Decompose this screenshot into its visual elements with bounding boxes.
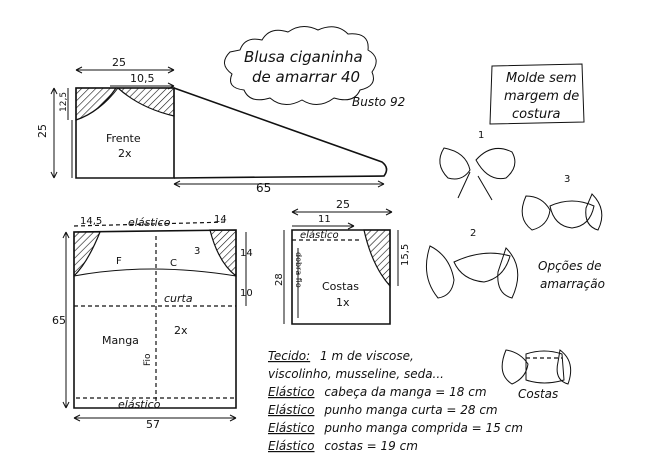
costas-label: Costas xyxy=(322,280,359,293)
frente-dim-left: 25 xyxy=(36,124,49,138)
material-row-5-key: Elástico xyxy=(268,421,315,435)
frente-dim-left-small: 12,5 xyxy=(59,92,69,112)
bust-label: Busto 92 xyxy=(352,95,405,109)
note-box: Molde sem margem de costura xyxy=(489,63,585,125)
manga-dim-top-left: 14,5 xyxy=(80,216,102,227)
costas-dim-top: 25 xyxy=(336,198,350,211)
material-row-6: Elástico costas = 19 cm xyxy=(268,439,418,453)
costas-sketch-caption: Costas xyxy=(518,387,558,401)
manga-dim-bottom: 57 xyxy=(146,418,160,431)
option-3-number: 3 xyxy=(564,174,570,185)
costas-piece: 25 11 elástico dobra fio Costas 1x 15,5 … xyxy=(274,198,411,325)
manga-dim-left: 65 xyxy=(52,314,66,327)
note-line3: costura xyxy=(512,107,561,122)
manga-label: Manga xyxy=(102,334,139,347)
title-cloud: Blusa ciganinha de amarrar 40 xyxy=(224,26,377,105)
manga-mark-3: 3 xyxy=(194,246,200,257)
option-1-number: 1 xyxy=(478,130,484,141)
frente-dim-top: 25 xyxy=(112,56,126,69)
options-caption-1: Opções de xyxy=(538,259,601,273)
frente-label: Frente xyxy=(106,132,141,145)
manga-mark-c: C xyxy=(170,258,177,269)
material-row-1-key: Tecido: xyxy=(268,349,310,363)
manga-dim-top-right: 14 xyxy=(214,214,227,225)
material-row-6-key: Elástico xyxy=(268,439,315,453)
material-row-3-value: cabeça da manga = 18 cm xyxy=(324,385,486,399)
manga-elastico-bottom: elástico xyxy=(118,398,161,411)
costas-dim-top-inner: 11 xyxy=(318,214,331,225)
frente-dim-tail: 65 xyxy=(256,181,271,195)
title-line1: Blusa ciganinha xyxy=(244,48,363,66)
manga-elastico-top: elástico xyxy=(128,216,171,229)
material-row-3: Elástico cabeça da manga = 18 cm xyxy=(268,385,487,399)
frente-qty: 2x xyxy=(118,147,132,160)
manga-fio: Fio xyxy=(143,353,153,366)
frente-piece: 25 10,5 12,5 25 Frente 2x 65 xyxy=(36,56,388,195)
manga-curta: curta xyxy=(164,292,193,305)
manga-qty: 2x xyxy=(174,324,188,337)
manga-mark-f: F xyxy=(116,256,122,267)
option-2-number: 2 xyxy=(470,228,476,239)
material-row-4-key: Elástico xyxy=(268,403,315,417)
materials-list: Tecido: 1 m de viscose, viscolinho, muss… xyxy=(268,349,523,453)
material-row-5-value: punho manga comprida = 15 cm xyxy=(323,421,523,435)
manga-piece: 14,5 elástico 14 3 F C curta Fio Manga 2… xyxy=(52,214,253,431)
costas-elastico: elástico xyxy=(300,229,339,241)
note-line1: Molde sem xyxy=(506,71,577,86)
material-row-4-value: punho manga curta = 28 cm xyxy=(323,403,497,417)
note-line2: margem de xyxy=(504,89,579,104)
material-row-2-value: viscolinho, musseline, seda... xyxy=(268,367,444,381)
material-row-6-value: costas = 19 cm xyxy=(324,439,418,453)
tie-option-2: 2 xyxy=(425,228,519,299)
costas-qty: 1x xyxy=(336,296,350,309)
options-caption-2: amarração xyxy=(540,277,605,291)
manga-dim-right-top: 14 xyxy=(240,248,253,259)
material-row-3-key: Elástico xyxy=(268,385,315,399)
material-row-4: Elástico punho manga curta = 28 cm xyxy=(268,403,498,417)
manga-dim-right-mid: 10 xyxy=(240,288,253,299)
material-row-5: Elástico punho manga comprida = 15 cm xyxy=(268,421,523,435)
material-row-2: viscolinho, musseline, seda... xyxy=(268,367,444,381)
costas-fio: dobra fio xyxy=(294,252,303,288)
tie-option-3: 3 xyxy=(521,174,603,231)
costas-dim-left: 28 xyxy=(274,273,285,286)
material-row-1: Tecido: 1 m de viscose, xyxy=(268,349,414,363)
costas-dim-right: 15,5 xyxy=(400,244,411,266)
frente-dim-neck: 10,5 xyxy=(130,72,155,85)
tie-option-1: 1 xyxy=(439,130,516,201)
material-row-1-value: 1 m de viscose, xyxy=(320,349,414,363)
costas-sketch xyxy=(501,349,572,385)
title-line2: de amarrar 40 xyxy=(252,68,360,86)
